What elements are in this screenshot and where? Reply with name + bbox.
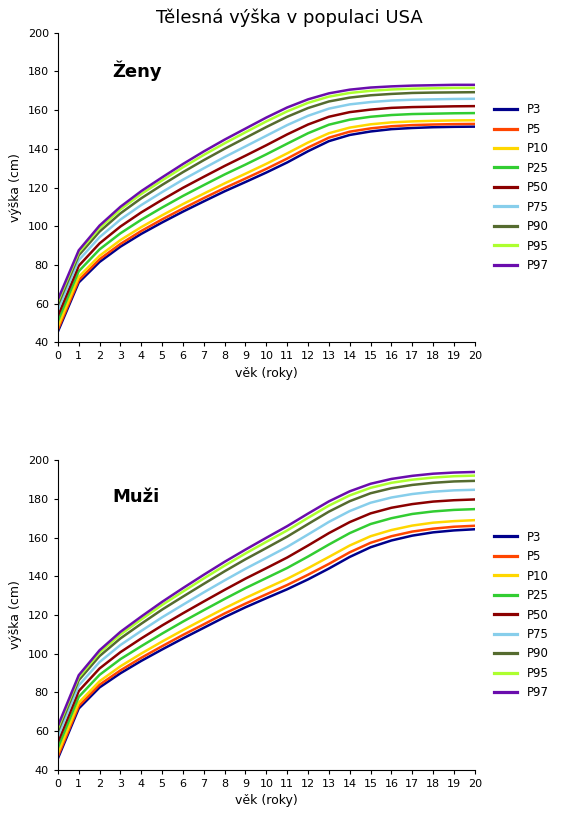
Legend: P3, P5, P10, P25, P50, P75, P90, P95, P97: P3, P5, P10, P25, P50, P75, P90, P95, P9… [489, 526, 554, 704]
X-axis label: věk (roky): věk (roky) [235, 794, 298, 808]
Legend: P3, P5, P10, P25, P50, P75, P90, P95, P97: P3, P5, P10, P25, P50, P75, P90, P95, P9… [489, 98, 554, 277]
Y-axis label: výška (cm): výška (cm) [9, 153, 22, 222]
X-axis label: věk (roky): věk (roky) [235, 367, 298, 380]
Y-axis label: výška (cm): výška (cm) [9, 581, 22, 649]
Text: Tělesná výška v populaci USA: Tělesná výška v populaci USA [156, 8, 423, 27]
Text: Muži: Muži [112, 488, 159, 506]
Text: Ženy: Ženy [112, 61, 162, 81]
